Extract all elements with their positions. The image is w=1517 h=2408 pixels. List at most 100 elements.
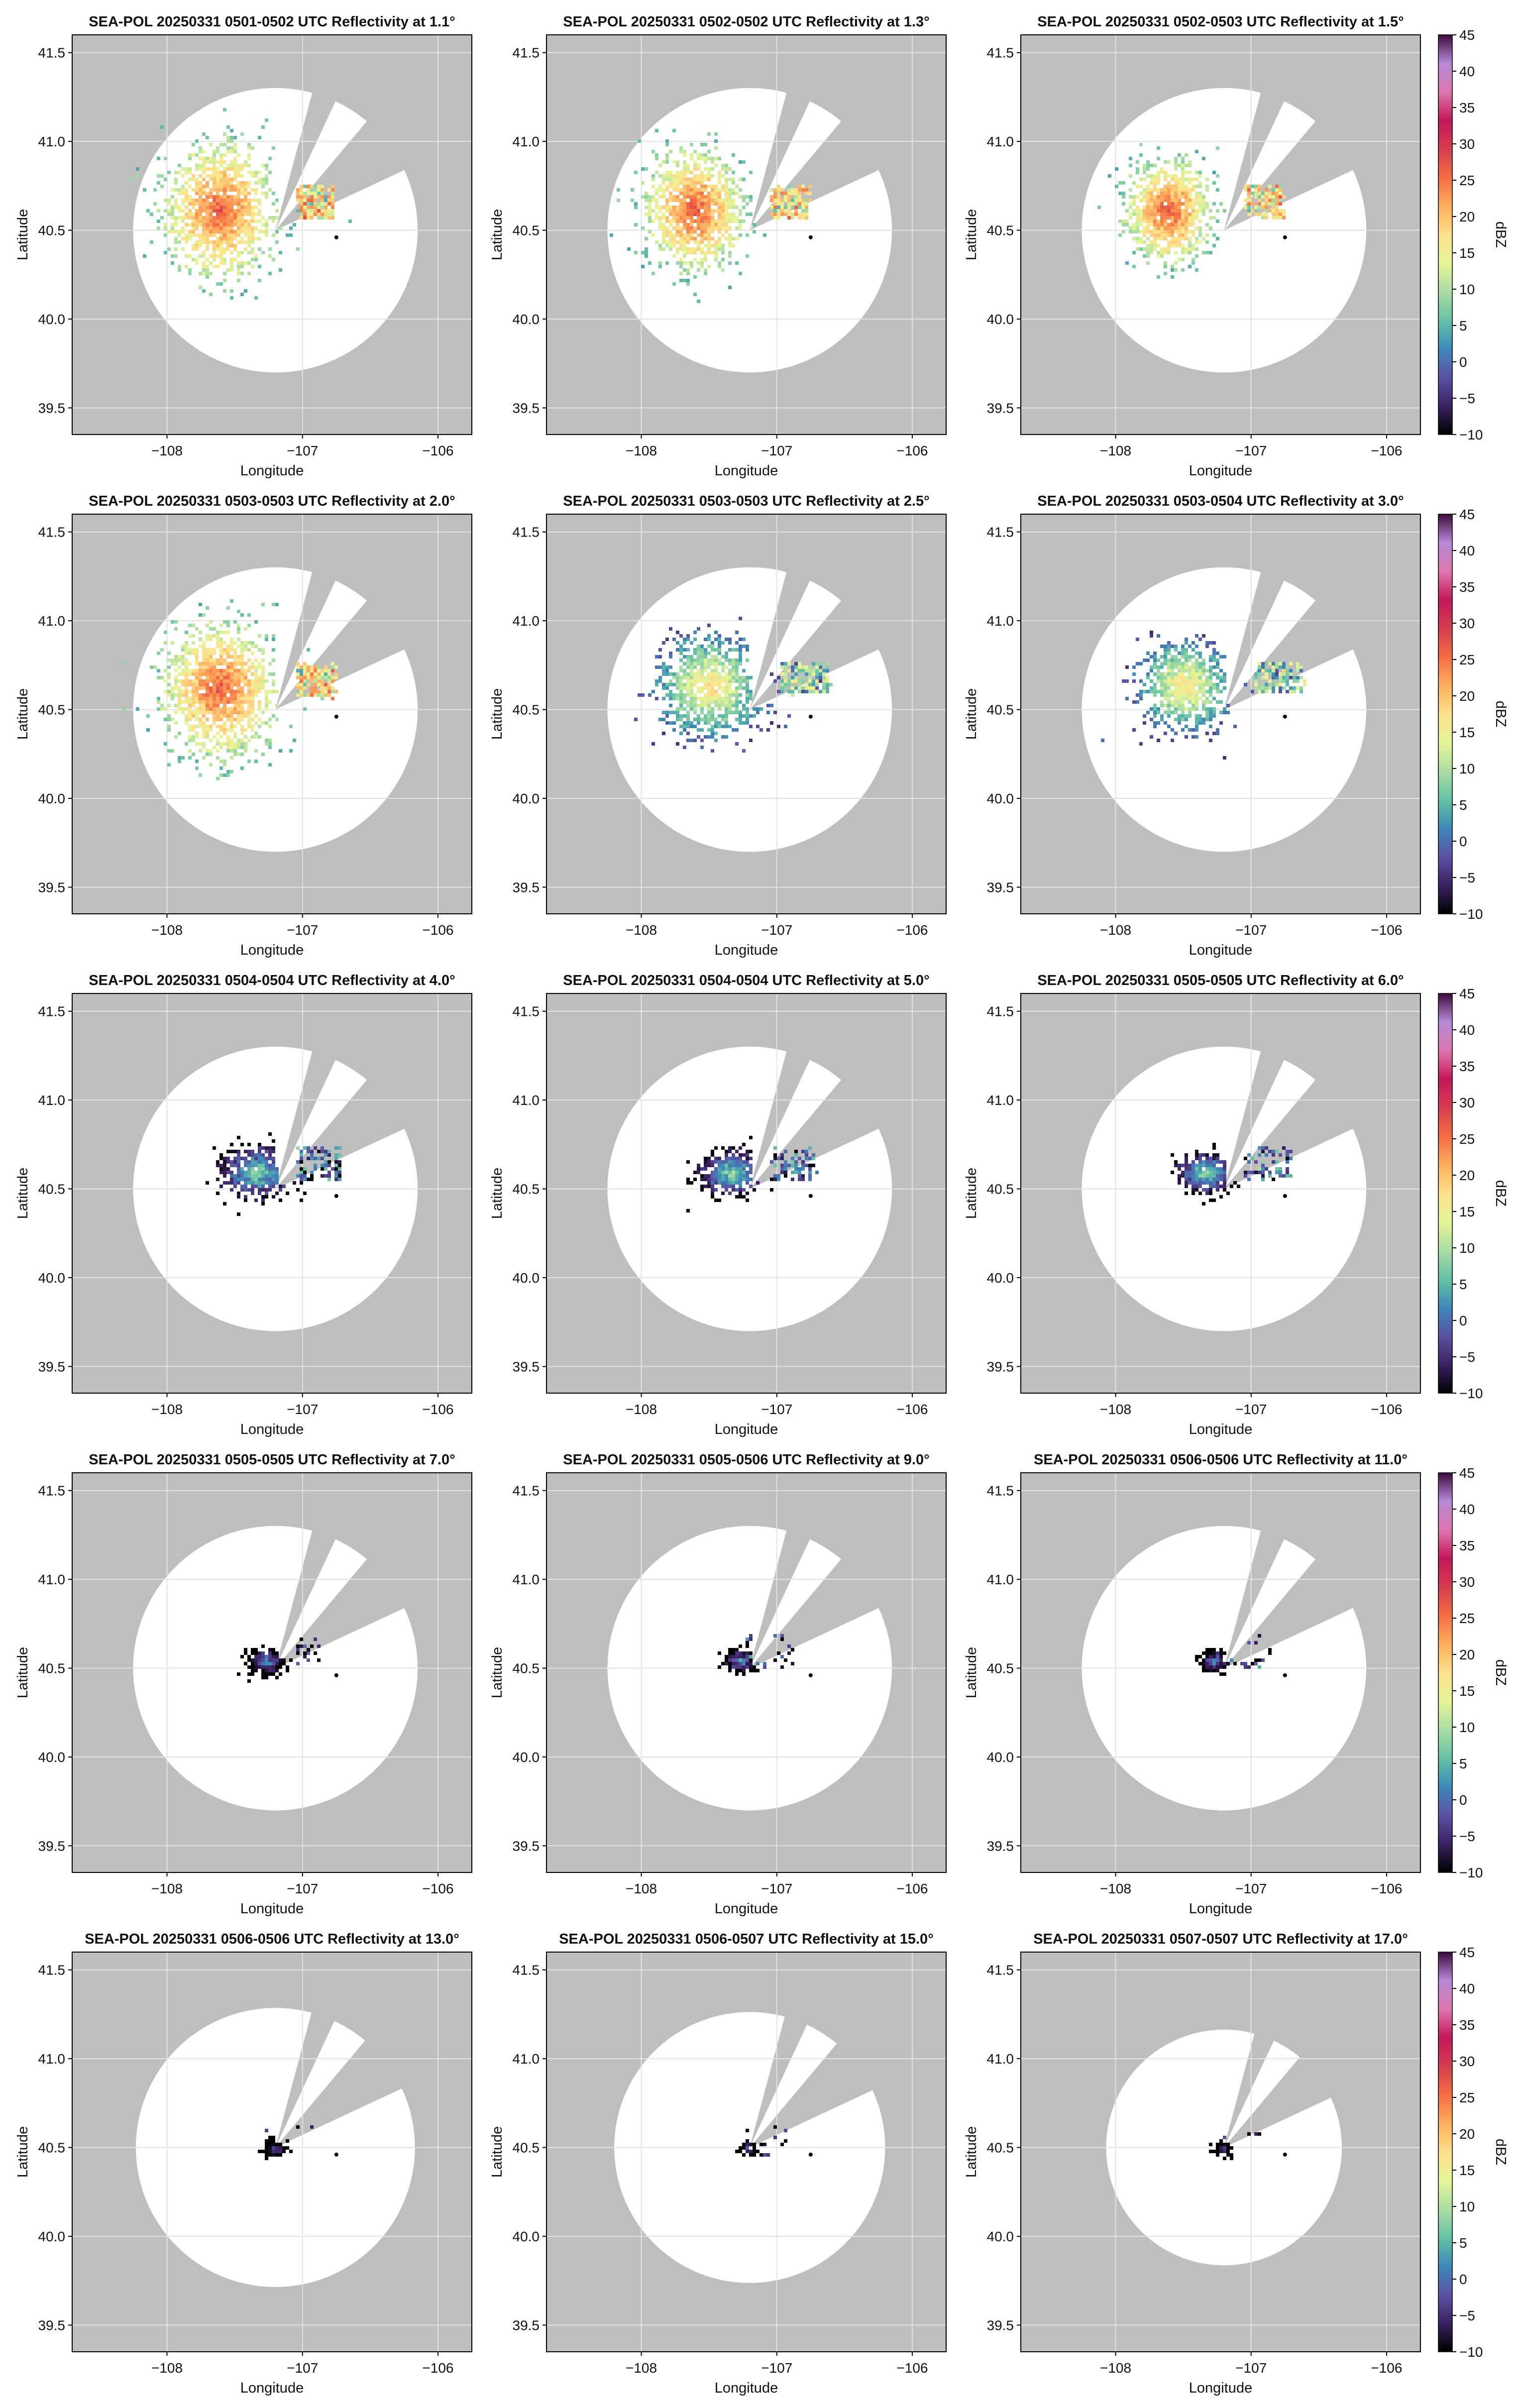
reflectivity-pixel bbox=[1139, 178, 1143, 181]
x-tick-label: −107 bbox=[1235, 443, 1267, 458]
reflectivity-pixel bbox=[223, 185, 226, 188]
reflectivity-pixel bbox=[321, 216, 324, 219]
reflectivity-pixel bbox=[1188, 160, 1192, 164]
reflectivity-pixel bbox=[1157, 254, 1160, 258]
reflectivity-pixel bbox=[794, 206, 798, 209]
reflectivity-pixel bbox=[732, 219, 735, 223]
reflectivity-pixel bbox=[199, 188, 202, 192]
reflectivity-pixel bbox=[700, 261, 704, 265]
reflectivity-pixel bbox=[1160, 230, 1164, 233]
reflectivity-pixel bbox=[1181, 230, 1185, 233]
reflectivity-pixel bbox=[1202, 209, 1205, 213]
reflectivity-pixel bbox=[665, 206, 669, 209]
reflectivity-pixel bbox=[296, 683, 300, 686]
reflectivity-pixel bbox=[801, 188, 805, 192]
reflectivity-pixel bbox=[233, 199, 237, 202]
reflectivity-pixel bbox=[219, 714, 223, 718]
panel-1: −108 −107 −10639.540.040.541.041.5Longitud… bbox=[15, 14, 472, 479]
reflectivity-pixel bbox=[1157, 233, 1160, 237]
reflectivity-pixel bbox=[686, 240, 690, 244]
reflectivity-pixel bbox=[610, 233, 613, 237]
reflectivity-pixel bbox=[808, 192, 812, 195]
colorbar-label: dBZ bbox=[1493, 221, 1509, 248]
reflectivity-pixel bbox=[1129, 216, 1132, 219]
reflectivity-pixel bbox=[226, 735, 230, 739]
reflectivity-pixel bbox=[1258, 213, 1261, 216]
reflectivity-pixel bbox=[174, 686, 178, 690]
reflectivity-pixel bbox=[258, 265, 261, 268]
reflectivity-pixel bbox=[185, 265, 188, 268]
reflectivity-pixel bbox=[251, 728, 254, 732]
reflectivity-pixel bbox=[209, 213, 213, 216]
reflectivity-pixel bbox=[718, 219, 721, 223]
reflectivity-pixel bbox=[1136, 160, 1139, 164]
reflectivity-pixel bbox=[258, 725, 261, 728]
reflectivity-pixel bbox=[247, 153, 251, 157]
reflectivity-pixel bbox=[1195, 213, 1198, 216]
reflectivity-pixel bbox=[230, 258, 233, 261]
x-tick-label: −106 bbox=[896, 443, 928, 458]
reflectivity-pixel bbox=[258, 707, 261, 711]
reflectivity-pixel bbox=[192, 704, 195, 707]
reflectivity-pixel bbox=[233, 700, 237, 704]
reflectivity-pixel bbox=[251, 226, 254, 230]
reflectivity-pixel bbox=[206, 213, 209, 216]
reflectivity-pixel bbox=[216, 206, 219, 209]
reflectivity-pixel bbox=[206, 233, 209, 237]
reflectivity-pixel bbox=[185, 707, 188, 711]
reflectivity-pixel bbox=[202, 150, 206, 153]
reflectivity-pixel bbox=[206, 725, 209, 728]
reflectivity-pixel bbox=[1216, 209, 1219, 213]
reflectivity-pixel bbox=[679, 192, 683, 195]
reflectivity-pixel bbox=[300, 676, 303, 679]
reflectivity-pixel bbox=[209, 739, 213, 742]
reflectivity-pixel bbox=[216, 167, 219, 171]
reflectivity-pixel bbox=[1146, 185, 1150, 188]
reflectivity-pixel bbox=[261, 125, 265, 129]
reflectivity-pixel bbox=[777, 202, 780, 206]
reflectivity-pixel bbox=[780, 206, 784, 209]
reflectivity-pixel bbox=[1244, 199, 1247, 202]
reflectivity-pixel bbox=[1171, 185, 1174, 188]
reflectivity-pixel bbox=[662, 213, 665, 216]
reflectivity-pixel bbox=[648, 213, 651, 216]
reflectivity-pixel bbox=[693, 230, 697, 233]
reflectivity-pixel bbox=[721, 213, 725, 216]
reflectivity-pixel bbox=[711, 213, 714, 216]
reflectivity-pixel bbox=[679, 213, 683, 216]
reflectivity-pixel bbox=[1192, 230, 1195, 233]
reflectivity-pixel bbox=[206, 679, 209, 683]
reflectivity-pixel bbox=[707, 185, 711, 188]
reflectivity-pixel bbox=[233, 753, 237, 756]
reflectivity-pixel bbox=[725, 213, 728, 216]
reflectivity-pixel bbox=[1167, 244, 1171, 247]
x-tick-label: −106 bbox=[1371, 443, 1402, 458]
reflectivity-pixel bbox=[202, 157, 206, 160]
reflectivity-pixel bbox=[679, 219, 683, 223]
reflectivity-pixel bbox=[801, 206, 805, 209]
reflectivity-pixel bbox=[1171, 209, 1174, 213]
reflectivity-pixel bbox=[714, 209, 718, 213]
reflectivity-pixel bbox=[192, 206, 195, 209]
reflectivity-pixel bbox=[219, 725, 223, 728]
reflectivity-pixel bbox=[185, 167, 188, 171]
reflectivity-pixel bbox=[261, 658, 265, 662]
reflectivity-pixel bbox=[707, 192, 711, 195]
reflectivity-pixel bbox=[697, 206, 700, 209]
reflectivity-pixel bbox=[226, 230, 230, 233]
reflectivity-pixel bbox=[1279, 213, 1282, 216]
reflectivity-pixel bbox=[662, 216, 665, 219]
reflectivity-pixel bbox=[178, 240, 181, 244]
reflectivity-pixel bbox=[1192, 178, 1195, 181]
reflectivity-pixel bbox=[324, 206, 327, 209]
reflectivity-pixel bbox=[244, 240, 247, 244]
reflectivity-pixel bbox=[324, 209, 327, 213]
reflectivity-pixel bbox=[676, 178, 679, 181]
reflectivity-pixel bbox=[300, 192, 303, 195]
reflectivity-pixel bbox=[1185, 226, 1188, 230]
reflectivity-pixel bbox=[164, 631, 167, 634]
reflectivity-pixel bbox=[226, 167, 230, 171]
reflectivity-pixel bbox=[686, 181, 690, 185]
reflectivity-pixel bbox=[247, 199, 251, 202]
reflectivity-pixel bbox=[261, 686, 265, 690]
